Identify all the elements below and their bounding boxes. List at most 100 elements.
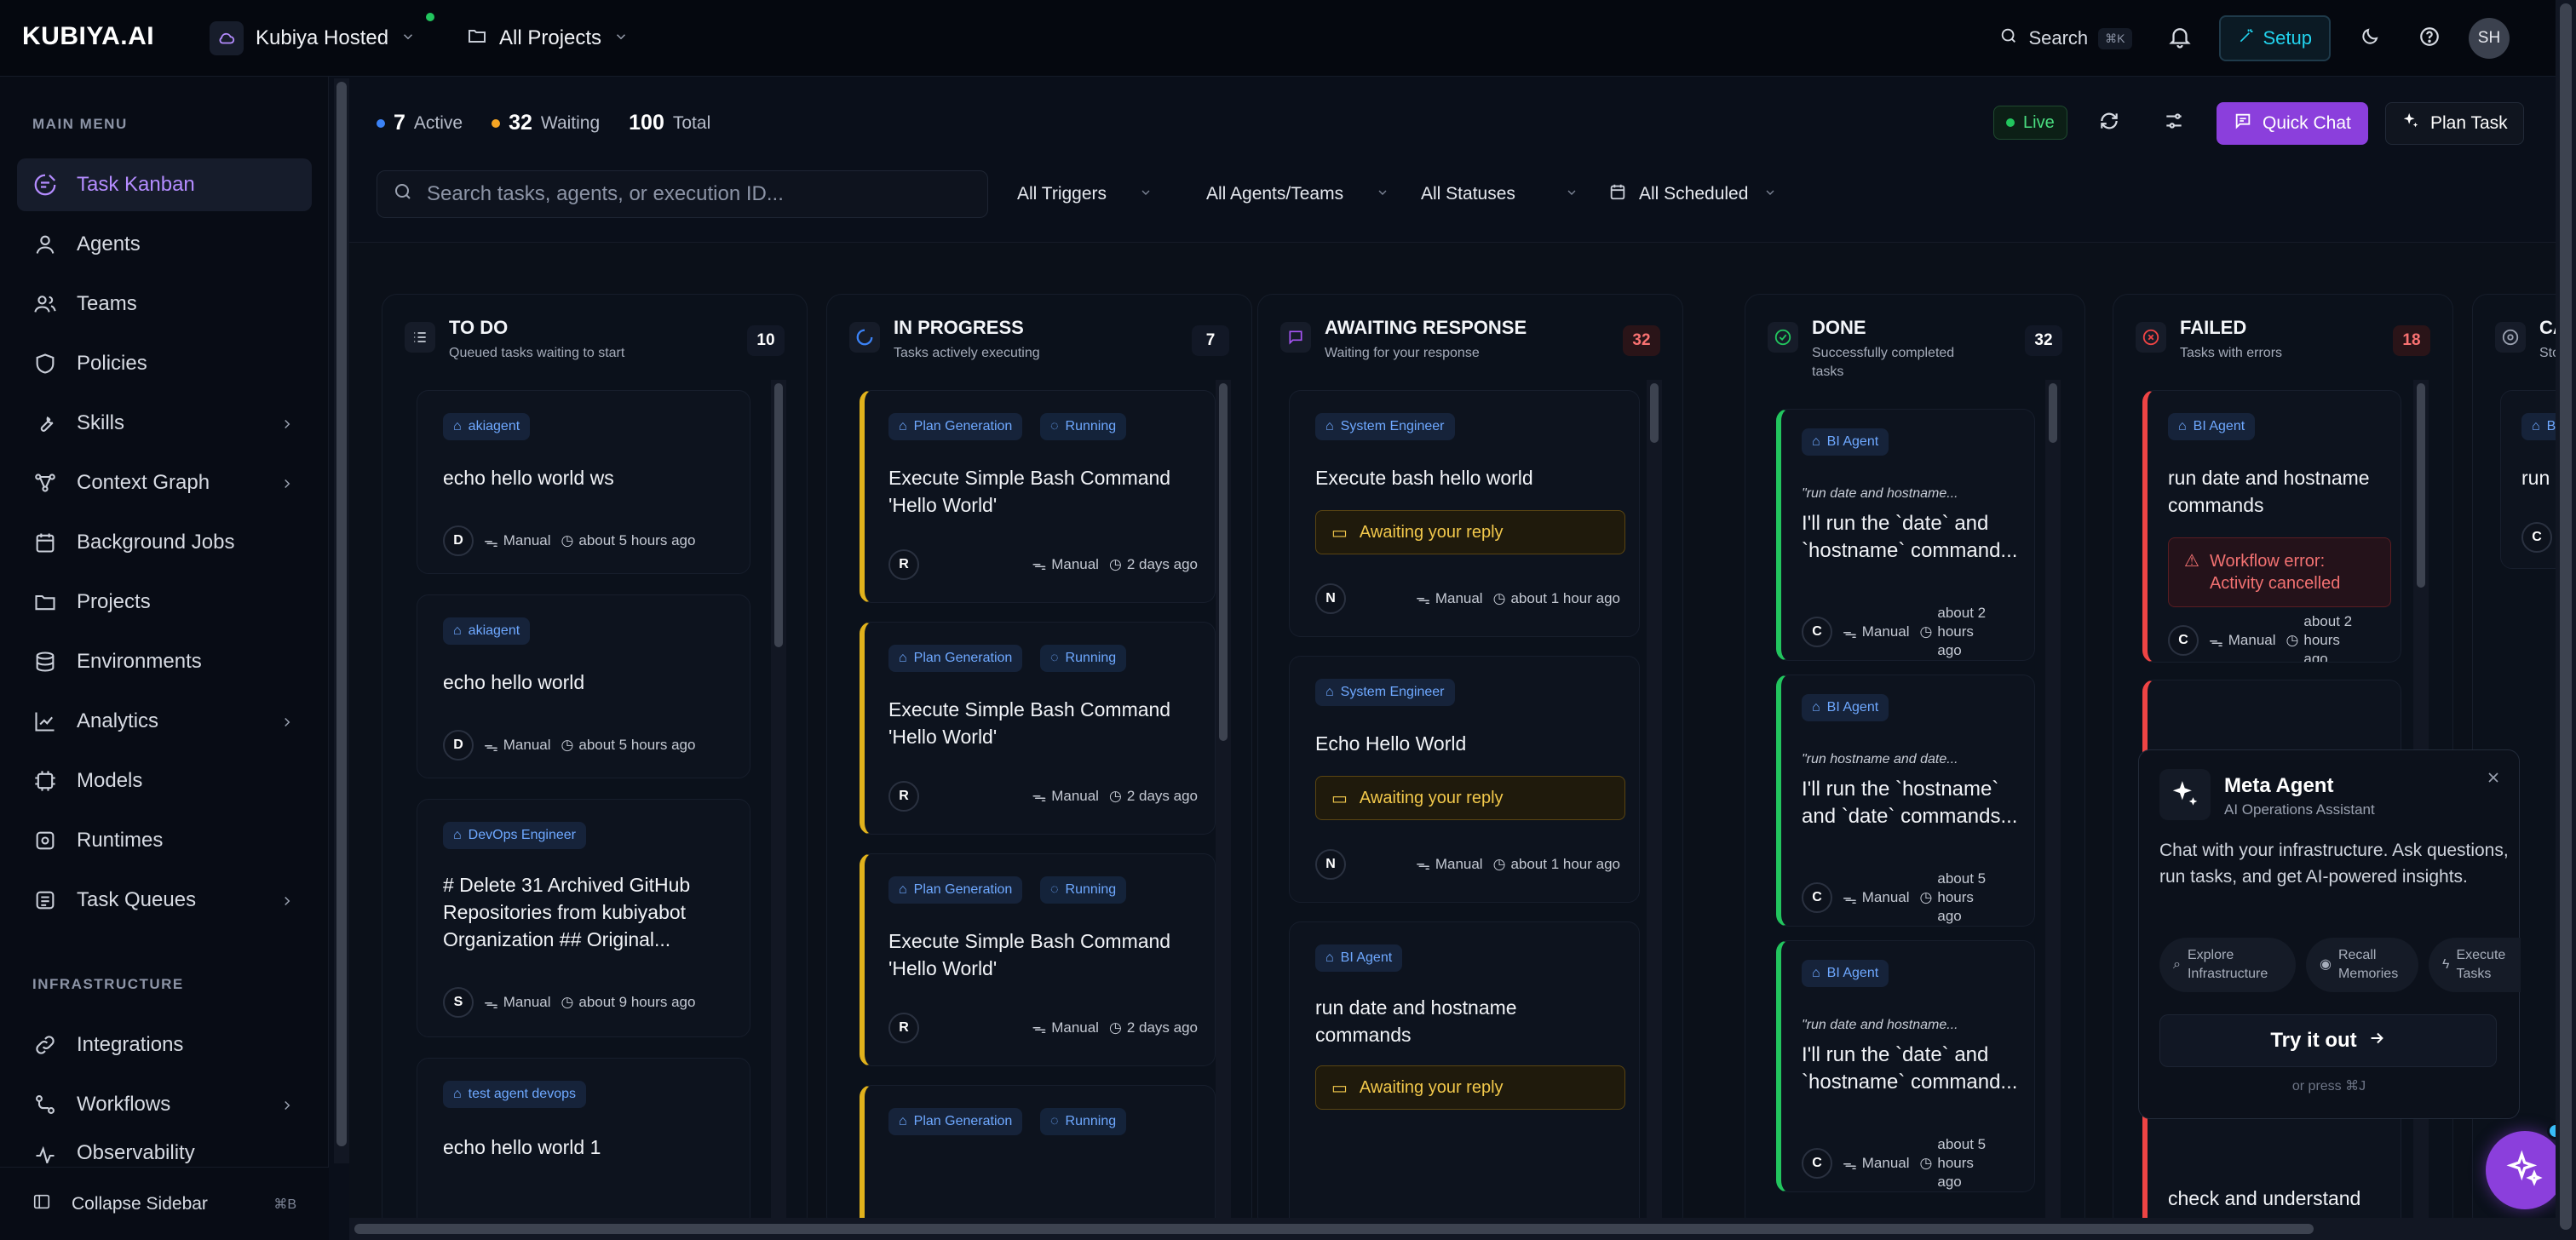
agent-icon: ⌂ xyxy=(2532,419,2540,433)
sidebar-item-workflows[interactable]: Workflows xyxy=(17,1078,312,1131)
setup-button[interactable]: Setup xyxy=(2218,15,2331,61)
sidebar-item-policies[interactable]: Policies xyxy=(17,337,312,390)
task-card[interactable]: ⌂ BI run ho C xyxy=(2500,390,2556,569)
hand-icon: ᯓ xyxy=(484,995,498,1012)
collapse-sidebar-button[interactable]: Collapse Sidebar ⌘B xyxy=(0,1167,329,1240)
avatar: R xyxy=(888,549,919,580)
sidebar-item-task-kanban[interactable]: Task Kanban xyxy=(17,158,312,211)
sidebar-item-context-graph[interactable]: Context Graph xyxy=(17,456,312,509)
awaiting-reply-notice[interactable]: ▭ Awaiting your reply xyxy=(1315,776,1625,820)
tag-label: Plan Generation xyxy=(913,651,1013,665)
trigger-label: Manual xyxy=(1051,787,1099,804)
awaiting-reply-notice[interactable]: ▭ Awaiting your reply xyxy=(1315,1065,1625,1110)
app-logo[interactable]: KUBIYA.AI xyxy=(22,22,155,50)
task-card[interactable]: ⌂ BI Agent "run date and hostname... I'll… xyxy=(1776,940,2035,1192)
column-todo: TO DO Queued tasks waiting to start 10 ⌂… xyxy=(382,294,808,1218)
trigger-label: Manual xyxy=(1435,855,1483,872)
warning-icon: ⚠ xyxy=(2184,552,2199,571)
sidebar-item-environments[interactable]: Environments xyxy=(17,635,312,688)
task-card[interactable]: ⌂ Plan Generation ◌ Running Execute Simple… xyxy=(860,390,1216,603)
task-card[interactable]: ⌂ akiagent echo hello world ws D ᯓ Manual … xyxy=(417,390,750,574)
sidebar-item-label: Teams xyxy=(77,292,137,315)
search-shortcut: ⌘K xyxy=(2098,27,2132,49)
org-switcher[interactable]: Kubiya Hosted xyxy=(210,19,416,58)
sidebar-item-label: Runtimes xyxy=(77,829,164,852)
theme-toggle[interactable] xyxy=(2349,18,2390,59)
clock-icon: ◷ xyxy=(561,737,574,753)
task-search-input[interactable]: Search tasks, agents, or execution ID... xyxy=(377,170,988,218)
sidebar-item-label: Agents xyxy=(77,232,141,255)
refresh-button[interactable] xyxy=(2089,102,2130,143)
tag-label: Plan Generation xyxy=(913,882,1013,897)
sidebar-toggle-icon xyxy=(32,1192,51,1216)
settings-button[interactable] xyxy=(2153,102,2194,143)
column-scrollbar[interactable] xyxy=(1647,380,1662,1218)
task-card[interactable]: ⌂ akiagent echo hello world D ᯓ Manual ◷ ab… xyxy=(417,594,750,778)
board-horizontal-scrollbar[interactable] xyxy=(349,1218,2556,1240)
sidebar-item-projects[interactable]: Projects xyxy=(17,576,312,629)
plug-icon xyxy=(31,1030,60,1059)
filter-scheduled[interactable]: All Scheduled xyxy=(1608,170,1777,218)
timestamp: ◷ about 2 hours ago xyxy=(2286,612,2363,663)
status-label: Running xyxy=(1065,882,1117,897)
column-scrollbar[interactable] xyxy=(1216,380,1231,1218)
plan-task-button[interactable]: Plan Task xyxy=(2385,102,2524,145)
projects-switcher[interactable]: All Projects xyxy=(467,19,629,58)
filter-agents-teams[interactable]: All Agents/Teams xyxy=(1206,170,1389,218)
help-button[interactable] xyxy=(2409,18,2450,59)
filter-statuses[interactable]: All Statuses xyxy=(1421,170,1578,218)
task-card[interactable]: ⌂ BI Agent "run hostname and date... I'll… xyxy=(1776,675,2035,927)
graph-icon xyxy=(31,468,60,497)
chip-execute-tasks[interactable]: ϟ Execute Tasks xyxy=(2429,938,2521,992)
task-card[interactable]: ⌂ Plan Generation ◌ Running xyxy=(860,1085,1216,1218)
sidebar-item-task-queues[interactable]: Task Queues xyxy=(17,874,312,927)
task-card[interactable]: ⌂ BI Agent run date and hostname commands… xyxy=(1289,921,1640,1218)
wand-icon xyxy=(2238,27,2255,49)
total-count: 100 xyxy=(629,111,664,135)
task-card[interactable]: ⌂ BI Agent "run date and hostname... I'll… xyxy=(1776,409,2035,661)
sidebar-item-skills[interactable]: Skills xyxy=(17,397,312,450)
awaiting-reply-notice[interactable]: ▭ Awaiting your reply xyxy=(1315,510,1625,554)
time-label: about 2 hours ago xyxy=(2303,613,2353,663)
timestamp: ◷ 2 days ago xyxy=(1109,1019,1198,1036)
agent-tag: ⌂ BI Agent xyxy=(1802,694,1889,721)
task-meta: ᯓ Manual ◷ about 1 hour ago xyxy=(1416,588,1620,608)
filter-triggers[interactable]: All Triggers xyxy=(1017,170,1153,218)
tag-label: akiagent xyxy=(468,419,520,433)
sidebar-item-observability[interactable]: Observability xyxy=(17,1138,312,1163)
try-it-out-button[interactable]: Try it out xyxy=(2159,1014,2497,1067)
meta-agent-fab[interactable] xyxy=(2486,1131,2564,1209)
sidebar-item-agents[interactable]: Agents xyxy=(17,218,312,271)
live-dot xyxy=(2006,118,2015,127)
sidebar-item-teams[interactable]: Teams xyxy=(17,278,312,330)
quick-chat-button[interactable]: Quick Chat xyxy=(2217,102,2368,145)
task-card[interactable]: ⌂ BI Agent run date and hostname commands… xyxy=(2142,390,2401,663)
trigger: ᯓ Manual xyxy=(484,736,551,755)
status-badge: ◌ Running xyxy=(1040,876,1127,904)
task-card[interactable]: ⌂ System Engineer Echo Hello World ▭ Await… xyxy=(1289,656,1640,903)
close-button[interactable] xyxy=(2485,769,2502,790)
sidebar-scrollbar[interactable] xyxy=(334,78,349,1163)
chip-explore-infrastructure[interactable]: ⌕ Explore Infrastructure xyxy=(2159,938,2296,992)
chip-recall-memories[interactable]: ◉ Recall Memories xyxy=(2306,938,2418,992)
sidebar-item-integrations[interactable]: Integrations xyxy=(17,1019,312,1071)
task-card[interactable]: ⌂ DevOps Engineer # Delete 31 Archived Gi… xyxy=(417,799,750,1037)
sidebar-item-background-jobs[interactable]: Background Jobs xyxy=(17,516,312,569)
task-card[interactable]: ⌂ Plan Generation ◌ Running Execute Simple… xyxy=(860,853,1216,1066)
avatar: C xyxy=(1802,882,1832,913)
page-vertical-scrollbar[interactable] xyxy=(2556,0,2576,1240)
sidebar-item-analytics[interactable]: Analytics xyxy=(17,695,312,748)
global-search-button[interactable]: Search ⌘K xyxy=(1991,26,2140,50)
user-avatar[interactable]: SH xyxy=(2469,18,2510,59)
task-card[interactable]: ⌂ System Engineer Execute bash hello worl… xyxy=(1289,390,1640,637)
notifications-button[interactable] xyxy=(2159,18,2200,59)
time-label: about 5 hours ago xyxy=(578,737,696,753)
sidebar-item-models[interactable]: Models xyxy=(17,755,312,807)
task-card[interactable]: ⌂ Plan Generation ◌ Running Execute Simple… xyxy=(860,622,1216,835)
agent-tag: ⌂ akiagent xyxy=(443,617,531,645)
sidebar-item-runtimes[interactable]: Runtimes xyxy=(17,814,312,867)
column-scrollbar[interactable] xyxy=(771,380,786,1218)
column-scrollbar[interactable] xyxy=(2045,380,2061,1218)
task-card[interactable]: ⌂ test agent devops echo hello world 1 xyxy=(417,1058,750,1218)
live-badge[interactable]: Live xyxy=(1993,106,2067,140)
